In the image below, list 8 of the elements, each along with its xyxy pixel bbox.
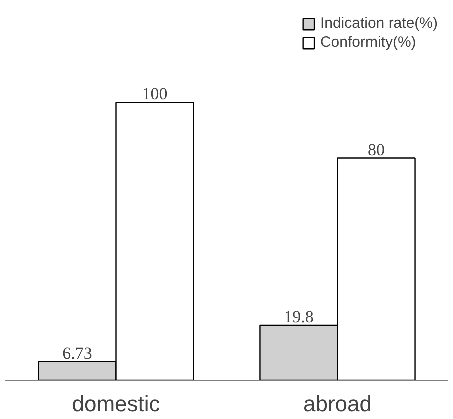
data-label: 100: [142, 84, 168, 104]
data-label: 80: [368, 140, 386, 160]
legend-label: Indication rate(%): [320, 15, 438, 32]
x-tick-label: domestic: [72, 392, 160, 416]
data-label: 6.73: [62, 344, 92, 363]
data-label: 19.8: [284, 308, 314, 326]
legend-label: Conformity(%): [320, 34, 416, 51]
x-tick-label: abroad: [304, 392, 372, 416]
